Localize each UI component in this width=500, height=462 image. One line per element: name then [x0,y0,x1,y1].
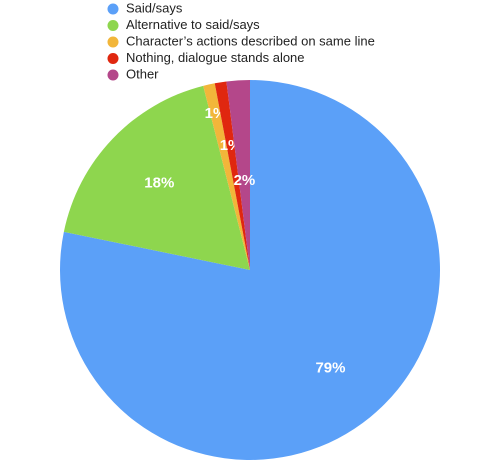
legend-marker [107,20,119,31]
data-label: 79% [315,360,345,377]
legend-entry: Said/says [126,0,183,15]
legend-marker [107,3,119,15]
data-label: 18% [144,174,174,191]
pie-slice [203,83,250,270]
legend-marker [107,69,119,81]
legend-entry: Nothing, dialogue stands alone [126,50,305,65]
legend-entry: Other [126,66,159,81]
legend-entry: Alternative to said/says [126,17,260,32]
pie-slice [214,81,250,271]
data-label: 2% [234,172,256,189]
pie-slice [226,80,250,270]
pie-slice [63,85,250,270]
legend-marker [107,53,119,64]
legend-entry: Character’s actions described on same li… [126,33,375,48]
legend-marker [107,36,119,48]
